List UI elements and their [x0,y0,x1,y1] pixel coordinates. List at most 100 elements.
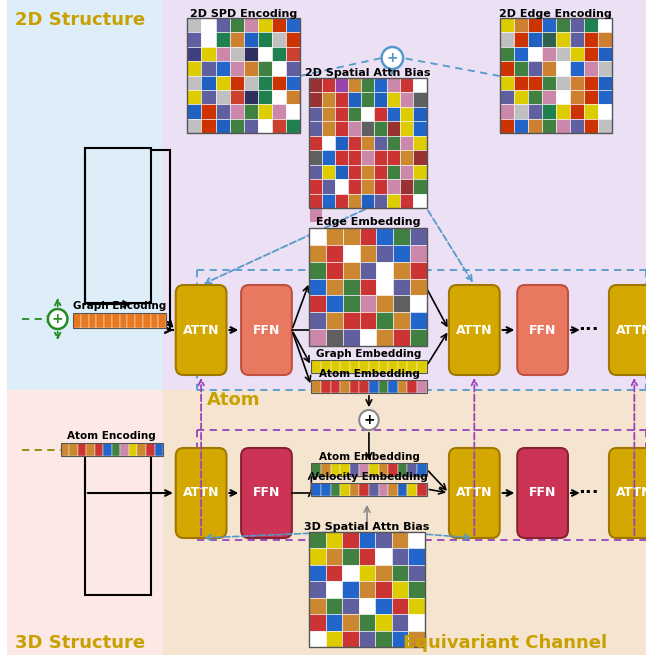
Bar [598,104,612,119]
Bar [309,92,322,107]
Bar [343,598,359,614]
Bar [309,631,326,647]
Bar [331,483,340,496]
Bar [202,32,215,47]
Text: ATTN: ATTN [183,324,219,337]
Text: FFN: FFN [253,324,280,337]
FancyBboxPatch shape [609,448,655,538]
Bar [309,532,326,548]
Bar [348,107,362,121]
Bar [215,90,229,104]
Bar [244,104,257,119]
Bar [350,380,360,393]
Bar [326,312,343,329]
Bar [369,483,379,496]
Bar [393,228,410,245]
Text: Atom Embedding: Atom Embedding [318,369,419,379]
Bar [348,92,362,107]
Bar [500,90,514,104]
Bar [229,32,244,47]
Bar [398,380,407,393]
Bar [187,75,202,90]
Bar [362,78,375,92]
Bar [187,119,202,133]
Bar [81,313,88,328]
Bar [570,90,584,104]
Bar [61,443,69,456]
Bar [417,360,426,373]
Bar [86,443,95,456]
Bar [229,104,244,119]
Bar [369,380,379,393]
Bar [88,313,96,328]
Bar [584,75,598,90]
Bar [379,483,388,496]
Bar [215,32,229,47]
Bar [408,565,424,581]
Bar [340,463,350,476]
Bar [322,92,335,107]
Bar [360,312,377,329]
Bar [244,90,257,104]
Bar [272,61,286,75]
Bar [326,245,343,262]
Bar [542,32,556,47]
Bar [375,565,392,581]
Bar [500,104,514,119]
Bar [514,32,528,47]
Bar [584,104,598,119]
Bar [272,90,286,104]
Bar [360,228,377,245]
Text: Velocity Embedding: Velocity Embedding [310,472,427,482]
Bar [322,136,335,150]
Bar [556,119,570,133]
Bar [321,360,331,373]
Bar [244,18,257,32]
Bar [400,150,413,164]
Bar [202,104,215,119]
Bar [410,278,426,295]
Bar [244,61,257,75]
Bar [360,329,377,346]
Bar [400,194,413,208]
Bar [388,194,400,208]
Bar [257,119,272,133]
Bar [369,360,379,373]
Bar [408,614,424,631]
FancyBboxPatch shape [7,390,163,655]
Bar [309,565,326,581]
Bar [229,90,244,104]
Bar [375,194,388,208]
Text: Graph Embedding: Graph Embedding [316,349,422,359]
Bar [400,121,413,136]
Bar [528,32,542,47]
Bar [400,107,413,121]
Bar [343,245,360,262]
Text: 2D Edge Encoding: 2D Edge Encoding [499,9,612,19]
Bar [322,179,335,194]
Bar [556,61,570,75]
Bar [286,90,299,104]
Bar [375,581,392,598]
Bar [348,164,362,179]
Bar [584,18,598,32]
Bar [362,164,375,179]
Bar [528,75,542,90]
Bar [343,631,359,647]
Bar [392,565,408,581]
Text: Atom Encoding: Atom Encoding [67,431,156,441]
Bar [360,245,377,262]
Bar [257,90,272,104]
Bar [388,360,398,373]
Bar [375,631,392,647]
Bar [542,75,556,90]
Bar [377,295,393,312]
Bar [377,329,393,346]
Bar [393,329,410,346]
Bar [229,119,244,133]
Bar [309,179,322,194]
Bar [408,631,424,647]
Bar [375,121,388,136]
Text: 2D SPD Encoding: 2D SPD Encoding [190,9,297,19]
Bar [514,61,528,75]
